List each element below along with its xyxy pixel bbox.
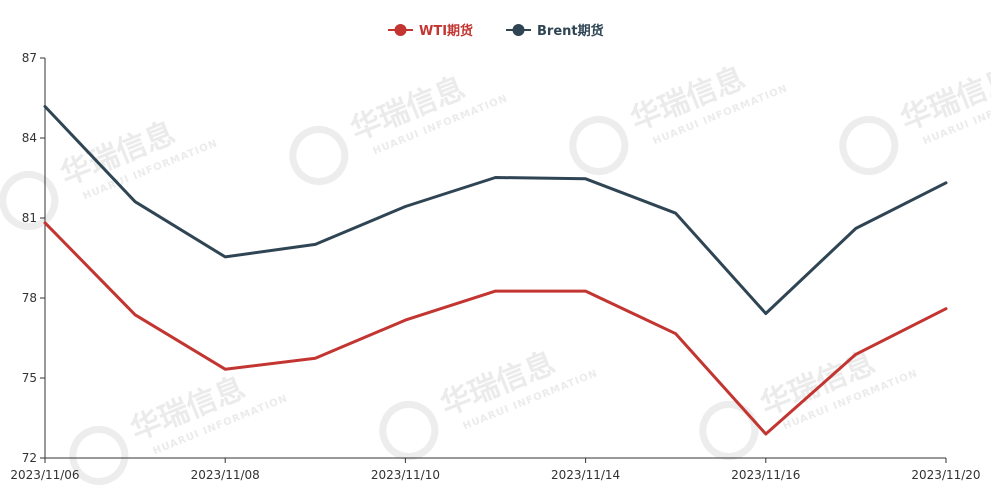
legend-label: WTI期货 <box>419 23 473 39</box>
legend[interactable]: WTI期货 Brent期货 <box>388 23 604 39</box>
y-tick-label: 81 <box>22 211 37 225</box>
watermark-emblem-icon <box>379 400 439 460</box>
series-line-brent[interactable] <box>43 105 948 315</box>
y-tick-label: 84 <box>22 131 37 145</box>
x-tick-label: 2023/11/20 <box>911 468 980 482</box>
axes-layer: 72 75 78 81 84 87 2023/11/06 2023/11/08 2023/11/… <box>10 51 980 482</box>
x-tick-label: 2023/11/16 <box>731 468 800 482</box>
legend-label: Brent期货 <box>537 23 604 39</box>
legend-marker-icon <box>512 24 525 36</box>
watermark-emblem-icon <box>569 115 629 175</box>
legend-marker-icon <box>394 24 407 36</box>
watermark-emblem-icon <box>0 170 59 230</box>
x-tick-label: 2023/11/10 <box>371 468 440 482</box>
watermark-emblem-icon <box>699 400 759 460</box>
series-layer <box>43 105 948 436</box>
watermark-emblem-icon <box>69 425 129 485</box>
legend-item-brent[interactable]: Brent期货 <box>506 23 604 39</box>
legend-item-wti[interactable]: WTI期货 <box>388 23 473 39</box>
watermark-emblem-icon <box>289 125 349 185</box>
x-tick-label: 2023/11/14 <box>551 468 620 482</box>
x-tick-label: 2023/11/06 <box>10 468 79 482</box>
y-tick-label: 87 <box>22 51 37 65</box>
watermark-emblem-icon <box>839 115 899 175</box>
y-tick-label: 78 <box>22 291 37 305</box>
series-line-wti[interactable] <box>43 221 948 436</box>
y-tick-label: 75 <box>22 371 37 385</box>
y-tick-label: 72 <box>22 451 37 465</box>
x-tick-label: 2023/11/08 <box>191 468 260 482</box>
